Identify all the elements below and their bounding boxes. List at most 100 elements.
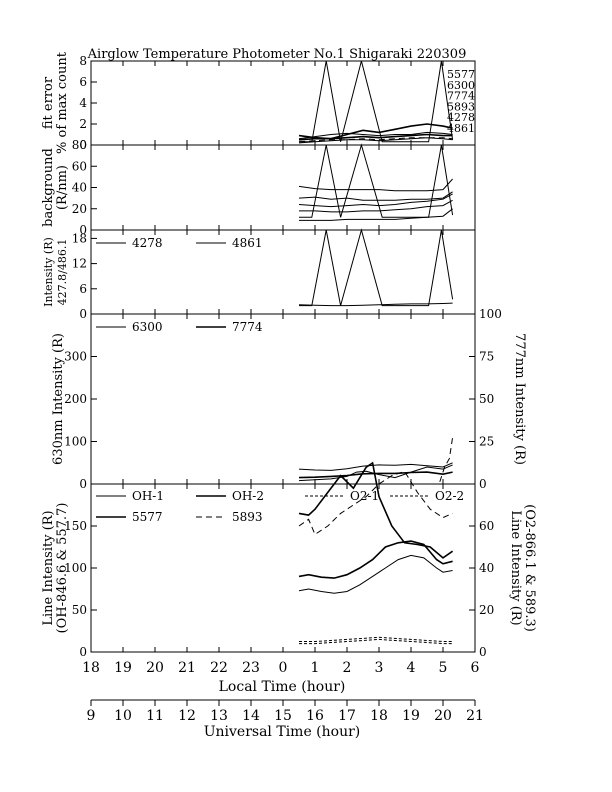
y-tick-label: 0: [79, 223, 87, 237]
y-tick-label: 0: [79, 477, 87, 491]
series-line-line_intensity: [299, 636, 453, 642]
x-tick-label-local: 4: [407, 660, 416, 676]
series-line-red_green: [298, 471, 453, 479]
y-axis-label: Intensity (R): [42, 237, 55, 307]
series-line-fit_error: [299, 60, 454, 143]
x-tick-label-ut: 21: [466, 708, 484, 724]
x-tick-label-local: 2: [343, 660, 352, 676]
y-axis-label: Line Intensity (R): [41, 510, 56, 625]
x-tick-label-local: 6: [471, 660, 480, 676]
legend-label-red_green: 7774: [232, 320, 263, 334]
y-axis-right-label: (O2-866.1 & 589.3): [522, 504, 537, 632]
series-line-red_green: [298, 462, 453, 471]
y-tick-label: 0: [79, 645, 87, 659]
x-tick-label-local: 22: [210, 660, 228, 676]
x-axis-ut-label: Universal Time (hour): [204, 724, 361, 740]
legend-label-blue_intensity: 4278: [132, 236, 163, 250]
series-line-background: [298, 178, 453, 192]
y-axis-label: 630nm Intensity (R): [51, 333, 66, 465]
legend-label-line_intensity: OH-1: [132, 489, 164, 503]
y-tick-right-label: 50: [479, 392, 494, 406]
legend-label-blue_intensity: 4861: [232, 236, 263, 250]
y-axis-label: (R/nm): [55, 165, 70, 210]
series-line-line_intensity: [298, 461, 454, 559]
y-axis-label: background: [41, 148, 56, 227]
x-axis-local-label: Local Time (hour): [219, 679, 346, 695]
x-tick-label-ut: 13: [210, 708, 228, 724]
series-line-red_green: [298, 464, 453, 482]
y-tick-label: 200: [64, 392, 87, 406]
x-tick-label-local: 20: [146, 660, 164, 676]
x-tick-label-ut: 20: [434, 708, 452, 724]
y-tick-right-label: 20: [479, 603, 494, 617]
y-tick-label: 40: [72, 181, 87, 195]
y-axis-label: fit error: [41, 76, 56, 129]
y-tick-label: 0: [79, 138, 87, 152]
panel-frame-fit_error: [90, 60, 476, 146]
y-tick-right-label: 0: [479, 477, 487, 491]
y-tick-right-label: 100: [479, 307, 502, 321]
legend-label-red_green: 6300: [132, 320, 163, 334]
series-line-fit_error: [298, 131, 453, 140]
x-tick-label-ut: 16: [306, 708, 324, 724]
series-line-background: [299, 199, 453, 213]
legend-label-line_intensity: OH-2: [232, 489, 264, 503]
series-line-red_green: [439, 437, 454, 483]
panel-frame-red_green: [90, 313, 476, 485]
x-tick-label-ut: 11: [146, 708, 164, 724]
y-tick-label: 100: [64, 561, 87, 575]
x-tick-label-local: 18: [82, 660, 100, 676]
series-line-line_intensity: [299, 638, 453, 645]
x-tick-label-local: 23: [242, 660, 260, 676]
y-axis-label: (OH-846.6 & 557.7): [55, 503, 70, 634]
x-tick-label-ut: 12: [178, 708, 196, 724]
y-tick-label: 6: [79, 282, 87, 296]
y-tick-right-label: 25: [479, 435, 494, 449]
series-line-fit_error: [298, 137, 453, 144]
y-tick-label: 100: [64, 435, 87, 449]
legend-label-fit-error: 7774: [447, 90, 475, 103]
x-tick-label-ut: 15: [274, 708, 292, 724]
y-tick-right-label: 75: [479, 350, 494, 364]
legend-label-fit-error: 4278: [447, 111, 475, 124]
series-line-blue_intensity: [298, 302, 453, 307]
series-line-fit_error: [298, 133, 453, 141]
y-tick-right-label: 60: [479, 519, 494, 533]
y-tick-label: 6: [79, 75, 87, 89]
x-tick-label-ut: 18: [370, 708, 388, 724]
x-tick-label-local: 19: [114, 660, 132, 676]
y-axis-right-label: 777nm Intensity (R): [512, 333, 527, 465]
y-axis-label: % of max count: [55, 51, 70, 154]
x-tick-label-local: 1: [311, 660, 320, 676]
chart-title: Airglow Temperature Photometer No.1 Shig…: [87, 47, 467, 62]
y-tick-right-label: 40: [479, 561, 494, 575]
x-tick-label-local: 5: [439, 660, 448, 676]
series-line-blue_intensity: [299, 228, 454, 307]
x-tick-label-local: 21: [178, 660, 196, 676]
legend-label-fit-error: 4861: [447, 122, 475, 135]
legend-label-line-intensity: O2-1: [350, 489, 379, 503]
y-tick-label: 300: [64, 350, 87, 364]
y-tick-label: 8: [79, 54, 87, 68]
series-line-background: [299, 208, 453, 221]
x-tick-label-ut: 14: [242, 708, 260, 724]
legend-label-line_intensity: 5577: [132, 510, 163, 524]
y-tick-label: 80: [72, 138, 87, 152]
x-tick-label-ut: 10: [114, 708, 132, 724]
legend-label-line-intensity: O2-2: [435, 489, 464, 503]
y-tick-label: 4: [79, 96, 87, 110]
y-tick-label: 150: [64, 519, 87, 533]
y-axis-label: 427.8/486.1: [56, 239, 69, 306]
x-tick-label-ut: 9: [87, 708, 96, 724]
x-tick-label-local: 3: [375, 660, 384, 676]
y-tick-label: 12: [72, 257, 87, 271]
y-tick-label: 2: [79, 117, 87, 131]
y-tick-label: 50: [72, 603, 87, 617]
x-tick-label-ut: 19: [402, 708, 420, 724]
y-tick-label: 18: [72, 231, 87, 245]
legend-label-fit-error: 5577: [447, 68, 475, 81]
series-line-background: [299, 143, 454, 218]
y-tick-label: 60: [72, 159, 87, 173]
